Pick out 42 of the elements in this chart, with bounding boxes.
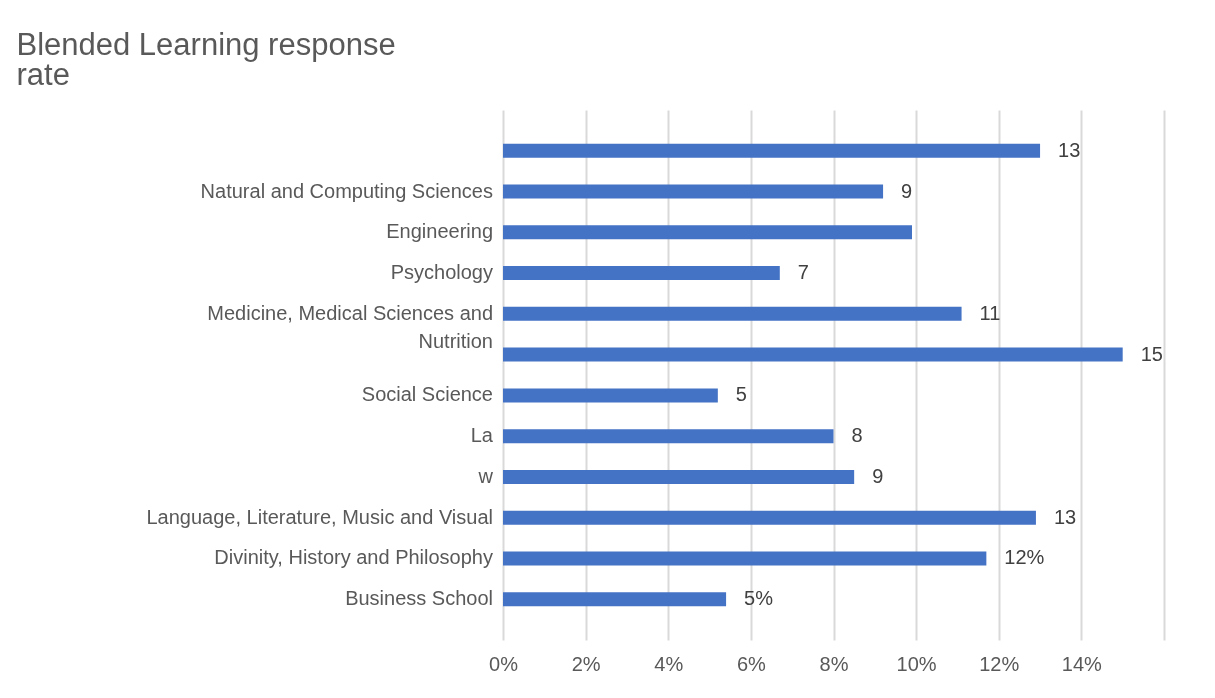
x-tick-label: 12% <box>979 652 1020 675</box>
y-tick-label: Business School <box>345 587 493 610</box>
bar <box>503 266 780 281</box>
bar <box>503 306 962 321</box>
data-label: 7 <box>797 261 809 284</box>
data-label: 13 <box>1053 505 1077 528</box>
x-tick-label: 2% <box>571 652 601 675</box>
bar <box>503 184 884 199</box>
data-label: 15 <box>1140 342 1163 365</box>
data-label: 11 <box>979 301 1001 324</box>
bar <box>503 510 1036 525</box>
y-tick-label: La <box>470 424 494 447</box>
bar <box>503 225 912 240</box>
x-tick-label: 4% <box>654 652 684 675</box>
y-tick-label: Natural and Computing Sciences <box>200 179 493 202</box>
data-label: 12% <box>1004 546 1045 569</box>
bar <box>503 143 1041 158</box>
y-tick-label: Medicine, Medical Sciences and Nutrition <box>207 301 493 352</box>
x-tick-label: 8% <box>819 652 849 675</box>
text: Blended Learning response rate <box>16 27 396 92</box>
bar <box>503 469 855 484</box>
y-tick-label: Divinity, History and Philosophy <box>214 546 493 569</box>
y-tick-label: Engineering <box>386 220 493 243</box>
bar <box>503 551 987 566</box>
x-tick-label: 0% <box>489 652 519 675</box>
data-label: 5% <box>744 587 774 610</box>
bar <box>503 429 834 444</box>
x-tick-label: 14% <box>1061 652 1103 675</box>
data-label: 13 <box>1058 138 1081 161</box>
x-tick-label: 10% <box>896 652 937 675</box>
bar <box>503 388 718 403</box>
data-label: 9 <box>901 179 913 202</box>
y-tick-label: Social Science <box>361 383 493 406</box>
x-tick-label: 6% <box>736 652 767 675</box>
y-tick-label: Language, Literature, Music and Visual <box>146 505 493 528</box>
bar <box>503 347 1123 362</box>
data-label: 9 <box>872 464 884 487</box>
y-tick-label: Psychology <box>390 261 493 284</box>
data-label: 5 <box>735 383 747 406</box>
data-label: 8 <box>851 424 863 447</box>
y-tick-label: w <box>477 464 494 487</box>
bar <box>503 592 727 607</box>
